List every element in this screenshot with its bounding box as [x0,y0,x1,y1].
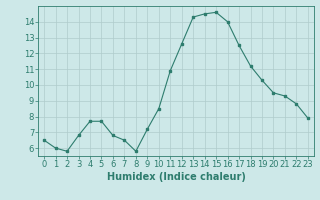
X-axis label: Humidex (Indice chaleur): Humidex (Indice chaleur) [107,172,245,182]
